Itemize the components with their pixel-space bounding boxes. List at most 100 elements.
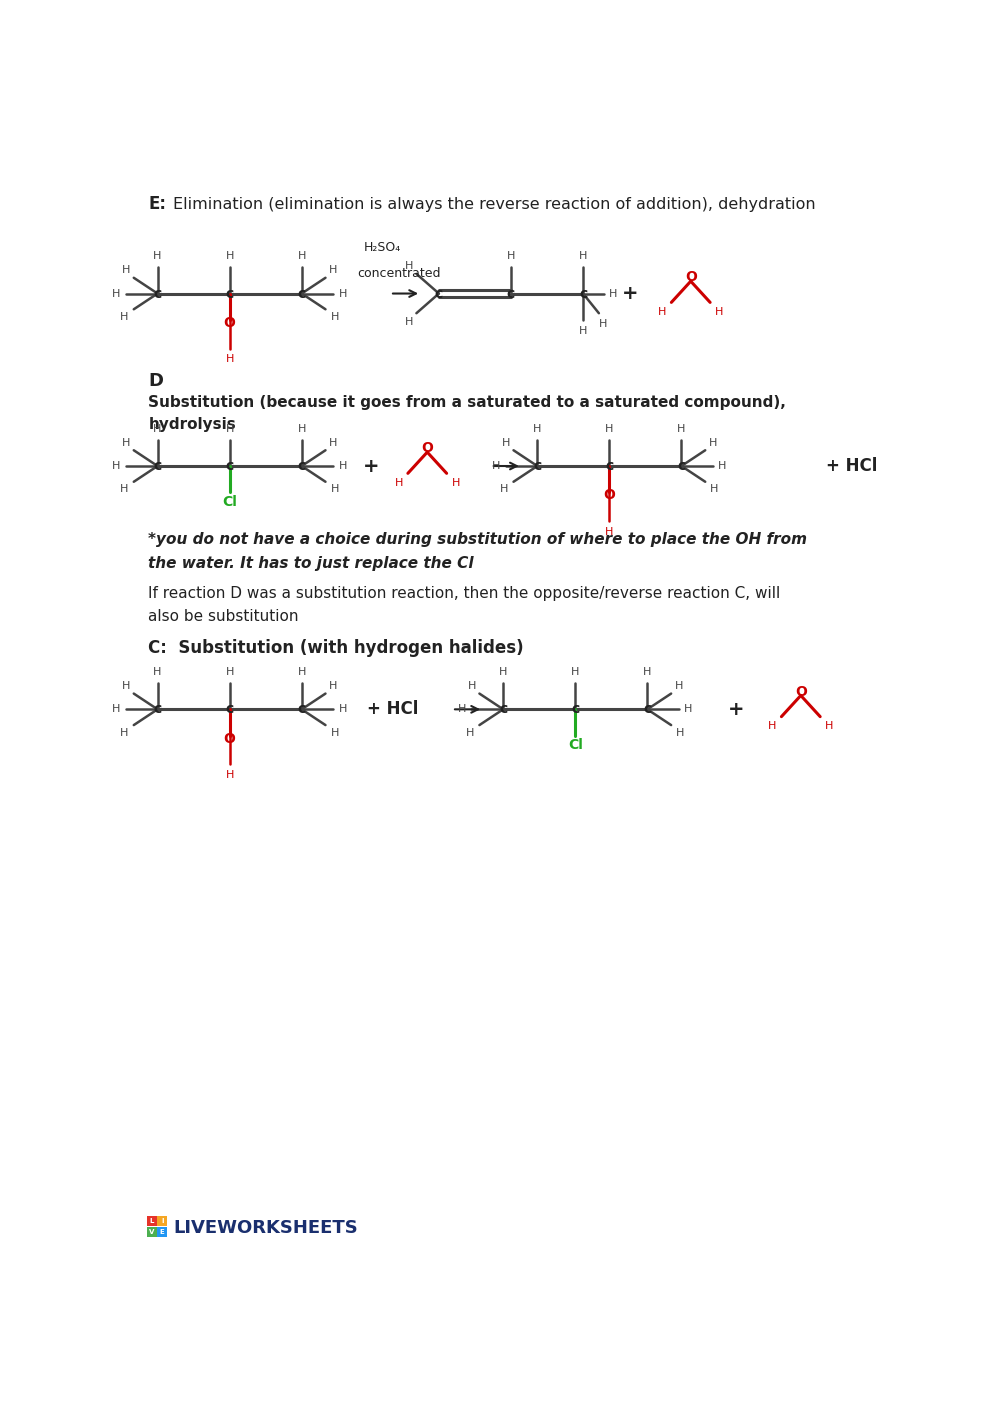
Text: H: H	[492, 461, 500, 471]
Text: c: c	[677, 459, 686, 473]
Text: c: c	[153, 702, 162, 716]
Text: H: H	[467, 681, 476, 691]
Text: O: O	[603, 489, 615, 503]
Text: c: c	[533, 459, 541, 473]
Text: c: c	[643, 702, 651, 716]
Text: the water. It has to just replace the Cl: the water. It has to just replace the Cl	[148, 555, 474, 571]
Text: H: H	[676, 728, 685, 738]
Text: H: H	[684, 704, 693, 715]
Text: H: H	[579, 325, 587, 335]
Text: H: H	[339, 288, 347, 298]
Text: H: H	[452, 478, 460, 487]
Text: H: H	[825, 721, 834, 731]
Text: O: O	[421, 441, 433, 455]
Text: Elimination (elimination is always the reverse reaction of addition), dehydratio: Elimination (elimination is always the r…	[173, 196, 816, 212]
Text: c: c	[153, 459, 162, 473]
Text: H: H	[677, 424, 686, 434]
Text: concentrated: concentrated	[358, 267, 441, 280]
Bar	[157, 1226, 167, 1236]
Text: Substitution (because it goes from a saturated to a saturated compound),: Substitution (because it goes from a sat…	[148, 396, 786, 410]
Text: c: c	[226, 287, 234, 301]
Bar	[157, 1217, 167, 1226]
Text: H: H	[120, 312, 129, 322]
Text: H: H	[298, 424, 306, 434]
Text: O: O	[795, 685, 807, 698]
Text: H: H	[658, 307, 666, 317]
Text: O: O	[685, 270, 697, 284]
Text: H: H	[225, 252, 234, 261]
Text: H: H	[339, 461, 347, 471]
Text: H: H	[466, 728, 474, 738]
Text: H: H	[507, 252, 515, 261]
Text: H: H	[225, 424, 234, 434]
Text: I: I	[161, 1218, 163, 1225]
Text: H: H	[225, 355, 234, 365]
Text: H: H	[394, 478, 403, 487]
Text: also be substitution: also be substitution	[148, 609, 299, 625]
Text: H: H	[112, 288, 121, 298]
Text: H: H	[225, 770, 234, 780]
Text: c: c	[571, 702, 579, 716]
Text: H: H	[329, 681, 337, 691]
Text: E:: E:	[148, 195, 166, 213]
Bar	[147, 1217, 157, 1226]
Text: c: c	[605, 459, 614, 473]
Text: H: H	[298, 667, 306, 677]
Text: H: H	[339, 704, 347, 715]
Text: H₂SO₄: H₂SO₄	[364, 240, 401, 254]
Text: LIVEWORKSHEETS: LIVEWORKSHEETS	[173, 1219, 358, 1238]
Text: H: H	[120, 485, 129, 495]
Text: H: H	[571, 667, 579, 677]
Text: H: H	[153, 252, 162, 261]
Text: H: H	[768, 721, 776, 731]
Text: H: H	[609, 288, 618, 298]
Text: H: H	[715, 307, 724, 317]
Text: H: H	[718, 461, 727, 471]
Text: If reaction D was a substitution reaction, then the opposite/reverse reaction C,: If reaction D was a substitution reactio…	[148, 586, 780, 602]
Text: O: O	[224, 317, 236, 329]
Text: H: H	[153, 667, 162, 677]
Text: D: D	[148, 372, 163, 390]
Text: H: H	[331, 312, 339, 322]
Text: H: H	[225, 667, 234, 677]
Text: L: L	[150, 1218, 154, 1225]
Text: H: H	[331, 485, 339, 495]
Text: H: H	[643, 667, 652, 677]
Text: H: H	[122, 681, 130, 691]
Text: c: c	[298, 287, 306, 301]
Text: H: H	[500, 485, 508, 495]
Text: *you do not have a choice during substitution of where to place the OH from: *you do not have a choice during substit…	[148, 533, 807, 547]
Text: H: H	[533, 424, 541, 434]
Text: +: +	[363, 456, 380, 476]
Text: H: H	[120, 728, 129, 738]
Text: H: H	[458, 704, 466, 715]
Text: H: H	[499, 667, 507, 677]
Text: H: H	[331, 728, 339, 738]
Bar	[147, 1226, 157, 1236]
Text: +: +	[727, 699, 744, 719]
Text: H: H	[675, 681, 683, 691]
Text: H: H	[122, 438, 130, 448]
Text: H: H	[153, 424, 162, 434]
Text: c: c	[435, 287, 443, 301]
Text: + HCl: + HCl	[367, 701, 418, 718]
Text: H: H	[579, 252, 587, 261]
Text: +: +	[622, 284, 639, 302]
Text: H: H	[709, 438, 717, 448]
Text: H: H	[329, 266, 337, 276]
Text: Cl: Cl	[222, 495, 237, 509]
Text: H: H	[404, 318, 413, 328]
Text: O: O	[224, 732, 236, 746]
Text: H: H	[329, 438, 337, 448]
Text: H: H	[710, 485, 719, 495]
Text: c: c	[226, 702, 234, 716]
Text: H: H	[112, 704, 121, 715]
Text: c: c	[153, 287, 162, 301]
Text: H: H	[605, 527, 614, 537]
Text: C:  Substitution (with hydrogen halides): C: Substitution (with hydrogen halides)	[148, 639, 524, 657]
Text: H: H	[122, 266, 130, 276]
Text: + HCl: + HCl	[826, 456, 878, 475]
Text: H: H	[605, 424, 614, 434]
Text: E: E	[160, 1229, 165, 1235]
Text: c: c	[499, 702, 507, 716]
